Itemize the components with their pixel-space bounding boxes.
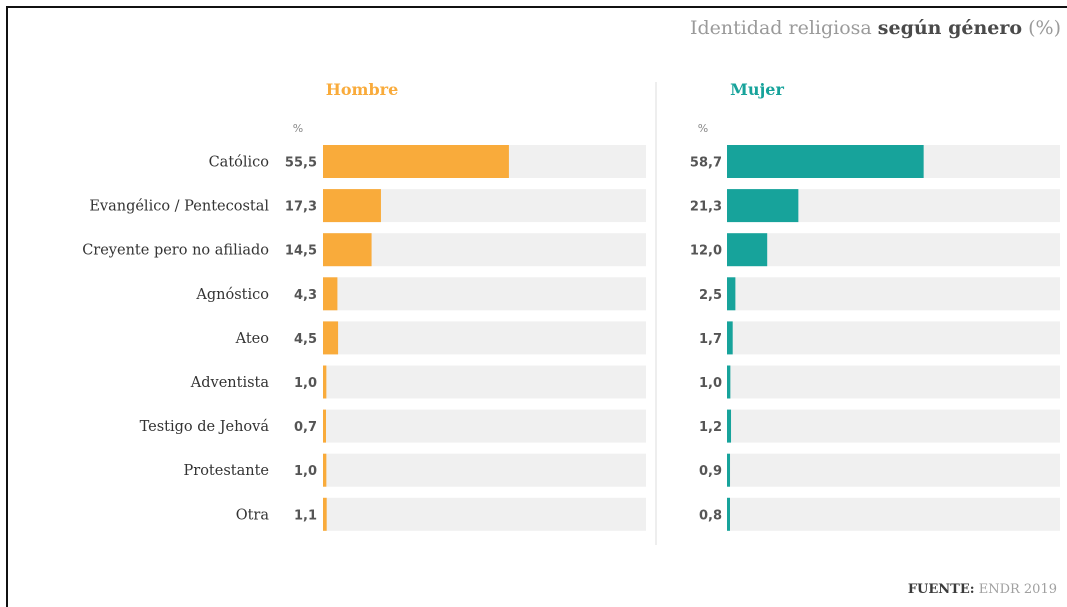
value-label-mujer: 2,5 bbox=[699, 288, 722, 303]
bar-mujer bbox=[727, 409, 732, 443]
bar-hombre bbox=[323, 365, 327, 399]
unit-label-hombre: % bbox=[293, 122, 303, 135]
value-label-hombre: 0,7 bbox=[294, 420, 317, 435]
source-label: FUENTE: bbox=[907, 582, 975, 597]
value-label-mujer: 1,0 bbox=[699, 376, 722, 391]
value-label-hombre: 4,5 bbox=[294, 332, 317, 347]
value-label-hombre: 1,1 bbox=[294, 508, 317, 523]
bar-hombre bbox=[323, 453, 327, 487]
track-hombre bbox=[323, 233, 646, 267]
category-label: Testigo de Jehová bbox=[140, 419, 270, 435]
track-mujer bbox=[727, 497, 1060, 531]
category-label: Evangélico / Pentecostal bbox=[89, 199, 269, 215]
panel-title-mujer: Mujer bbox=[730, 80, 784, 99]
track-mujer bbox=[727, 365, 1060, 399]
track-mujer bbox=[727, 277, 1060, 311]
bar-hombre bbox=[323, 409, 326, 443]
track-hombre bbox=[323, 409, 646, 443]
track-mujer bbox=[727, 233, 1060, 267]
track-mujer bbox=[727, 321, 1060, 355]
category-label: Adventista bbox=[190, 375, 270, 391]
value-label-hombre: 1,0 bbox=[294, 376, 317, 391]
track-hombre bbox=[323, 321, 646, 355]
bar-hombre bbox=[323, 321, 339, 355]
bar-hombre bbox=[323, 145, 509, 178]
value-label-mujer: 1,7 bbox=[699, 332, 722, 347]
category-label: Protestante bbox=[184, 463, 270, 479]
category-label: Creyente pero no afiliado bbox=[82, 243, 269, 259]
value-label-hombre: 4,3 bbox=[294, 288, 317, 303]
track-hombre bbox=[323, 453, 646, 487]
value-label-mujer: 0,9 bbox=[699, 464, 722, 479]
bar-mujer bbox=[727, 365, 731, 399]
bar-mujer bbox=[727, 277, 736, 311]
track-hombre bbox=[323, 497, 646, 531]
track-hombre bbox=[323, 365, 646, 399]
value-label-mujer: 58,7 bbox=[690, 156, 722, 171]
category-label: Agnóstico bbox=[195, 287, 269, 303]
value-label-hombre: 55,5 bbox=[285, 156, 317, 171]
category-label: Católico bbox=[209, 155, 269, 171]
bar-hombre bbox=[323, 497, 327, 531]
chart-title: Identidad religiosa según género (%) bbox=[690, 17, 1061, 39]
value-label-mujer: 0,8 bbox=[699, 508, 722, 523]
category-label: Otra bbox=[236, 507, 270, 523]
title-light: Identidad religiosa bbox=[689, 17, 872, 39]
track-hombre bbox=[323, 277, 646, 311]
track-mujer bbox=[727, 453, 1060, 487]
value-label-mujer: 12,0 bbox=[690, 244, 722, 259]
bar-mujer bbox=[727, 497, 730, 531]
value-label-hombre: 17,3 bbox=[285, 200, 317, 215]
value-label-hombre: 14,5 bbox=[285, 244, 317, 259]
category-label: Ateo bbox=[235, 331, 269, 347]
title-bold: según género bbox=[877, 17, 1023, 39]
panel-title-hombre: Hombre bbox=[326, 80, 399, 99]
track-mujer bbox=[727, 409, 1060, 443]
source-text: ENDR 2019 bbox=[978, 582, 1057, 597]
bar-mujer bbox=[727, 321, 733, 355]
title-suffix: (%) bbox=[1028, 17, 1061, 39]
bar-hombre bbox=[323, 277, 338, 311]
value-label-mujer: 1,2 bbox=[699, 420, 722, 435]
value-label-mujer: 21,3 bbox=[690, 200, 722, 215]
bar-hombre bbox=[323, 233, 372, 267]
bar-mujer bbox=[727, 453, 731, 487]
unit-label-mujer: % bbox=[698, 122, 708, 135]
bar-mujer bbox=[727, 189, 799, 223]
value-label-hombre: 1,0 bbox=[294, 464, 317, 479]
bar-hombre bbox=[323, 189, 381, 223]
bar-mujer bbox=[727, 233, 768, 267]
source-note: FUENTE: ENDR 2019 bbox=[908, 582, 1057, 597]
bar-mujer bbox=[727, 145, 924, 178]
